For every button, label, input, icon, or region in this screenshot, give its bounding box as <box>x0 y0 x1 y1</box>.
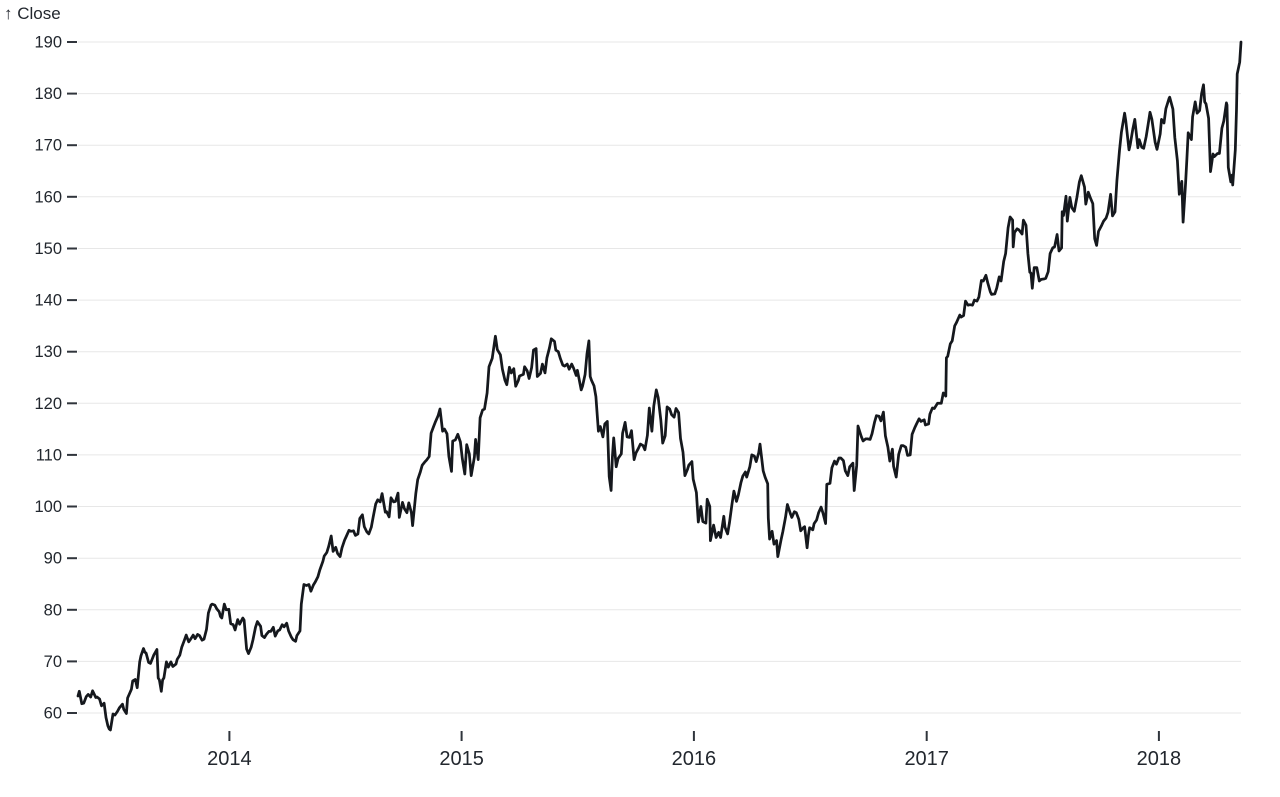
y-tick-label: 150 <box>34 240 62 258</box>
x-tick-marks <box>228 731 1160 741</box>
y-tick-label: 100 <box>34 498 62 516</box>
x-tick-labels: 2014 2015 2016 2017 2018 <box>207 748 1181 770</box>
x-tick-label: 2015 <box>439 748 484 770</box>
y-tick-label: 110 <box>36 446 62 464</box>
y-tick-label: 170 <box>34 137 62 155</box>
x-tick-label: 2018 <box>1137 748 1182 770</box>
x-tick-label: 2017 <box>904 748 949 770</box>
y-tick-label: 70 <box>44 653 62 671</box>
y-tick-label: 140 <box>34 292 62 310</box>
x-tick-label: 2016 <box>672 748 717 770</box>
y-tick-label: 190 <box>34 34 62 52</box>
y-tick-marks <box>67 41 77 714</box>
y-tick-label: 80 <box>44 601 62 619</box>
y-axis-title: ↑ Close <box>4 4 61 23</box>
y-tick-label: 120 <box>34 395 62 413</box>
y-gridlines <box>78 41 1241 714</box>
x-tick-label: 2014 <box>207 748 252 770</box>
y-tick-label: 60 <box>44 705 62 723</box>
y-tick-label: 130 <box>34 343 62 361</box>
price-line <box>76 40 1243 732</box>
y-tick-label: 160 <box>34 188 62 206</box>
y-tick-label: 180 <box>34 85 62 103</box>
y-tick-label: 90 <box>44 550 62 568</box>
y-tick-labels: 60 70 80 90 100 110 120 130 140 150 160 170 180 190 <box>34 34 62 723</box>
